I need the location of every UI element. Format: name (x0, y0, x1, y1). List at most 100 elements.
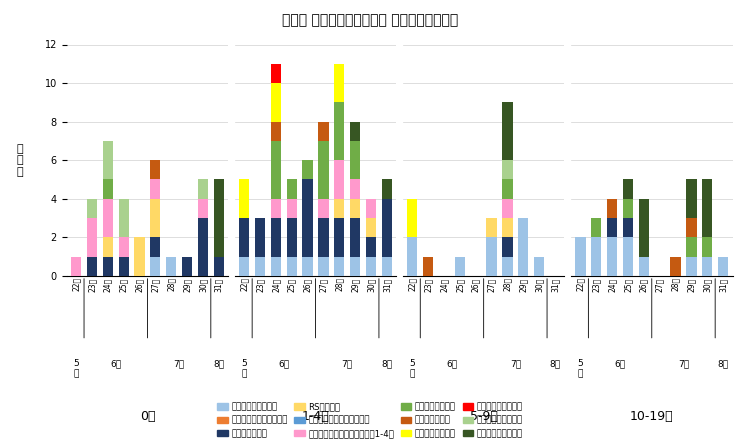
Bar (286, 199, 297, 218)
Bar (150, 237, 161, 257)
Bar (87, 199, 97, 218)
Bar (350, 199, 360, 218)
Bar (502, 257, 513, 276)
Bar (702, 257, 713, 276)
Bar (318, 218, 329, 257)
Bar (214, 179, 224, 257)
Y-axis label: 検
出
数: 検 出 数 (16, 144, 23, 177)
Bar (166, 257, 176, 276)
Bar (350, 257, 360, 276)
Bar (639, 199, 649, 257)
Bar (502, 160, 513, 179)
Bar (575, 237, 585, 276)
Bar (103, 199, 113, 237)
Bar (334, 257, 344, 276)
Bar (455, 257, 465, 276)
Bar (702, 179, 713, 237)
Bar (639, 257, 649, 276)
Bar (303, 257, 313, 276)
Bar (198, 179, 208, 199)
Bar (103, 257, 113, 276)
Bar (271, 83, 281, 121)
Bar (334, 199, 344, 218)
Text: 6月: 6月 (614, 359, 625, 368)
Bar (502, 102, 513, 160)
Bar (686, 218, 696, 237)
Bar (150, 179, 161, 199)
Text: 7月: 7月 (678, 359, 689, 368)
Bar (350, 121, 360, 141)
Bar (334, 160, 344, 199)
Bar (271, 199, 281, 218)
Bar (366, 257, 376, 276)
Bar (118, 257, 129, 276)
Bar (255, 257, 265, 276)
Bar (486, 218, 497, 237)
Bar (623, 237, 633, 276)
Bar (271, 64, 281, 83)
Bar (686, 179, 696, 218)
Text: 6月: 6月 (110, 359, 121, 368)
Bar (103, 237, 113, 257)
Bar (486, 237, 497, 276)
Bar (271, 141, 281, 199)
Bar (623, 218, 633, 237)
Bar (407, 199, 417, 237)
Text: 5
月: 5 月 (409, 359, 415, 379)
Text: 0歳: 0歳 (140, 410, 155, 423)
Bar (334, 64, 344, 102)
Text: 年齢別 病原体検出数の推移 （不検出を除く）: 年齢別 病原体検出数の推移 （不検出を除く） (282, 13, 458, 27)
Bar (686, 237, 696, 257)
Text: 6月: 6月 (278, 359, 289, 368)
Text: 5
月: 5 月 (578, 359, 583, 379)
Text: 5-9歳: 5-9歳 (470, 410, 497, 423)
Text: 5
月: 5 月 (241, 359, 247, 379)
Bar (623, 179, 633, 199)
Bar (350, 179, 360, 199)
Bar (423, 257, 434, 276)
Bar (686, 257, 696, 276)
Bar (103, 179, 113, 199)
Bar (670, 257, 681, 276)
Text: 7月: 7月 (342, 359, 353, 368)
Bar (239, 179, 249, 218)
Bar (182, 257, 192, 276)
Bar (303, 160, 313, 179)
Bar (271, 218, 281, 257)
Bar (150, 199, 161, 237)
Bar (534, 257, 545, 276)
Bar (502, 199, 513, 218)
Text: 5
月: 5 月 (73, 359, 79, 379)
Bar (382, 257, 392, 276)
Bar (118, 199, 129, 237)
Bar (382, 179, 392, 199)
Bar (214, 257, 224, 276)
Text: 8月: 8月 (381, 359, 392, 368)
Bar (350, 141, 360, 179)
Bar (286, 179, 297, 199)
Bar (607, 199, 617, 218)
Bar (502, 179, 513, 199)
Bar (502, 237, 513, 257)
Bar (118, 237, 129, 257)
Bar (334, 102, 344, 160)
Bar (382, 199, 392, 257)
Text: 6月: 6月 (446, 359, 457, 368)
Bar (366, 218, 376, 237)
Bar (366, 237, 376, 257)
Bar (366, 199, 376, 218)
Bar (318, 199, 329, 218)
Bar (286, 218, 297, 257)
Bar (318, 141, 329, 199)
Bar (518, 218, 528, 276)
Text: 1-4歳: 1-4歳 (302, 410, 329, 423)
Text: 10-19歳: 10-19歳 (630, 410, 673, 423)
Bar (255, 218, 265, 257)
Bar (135, 237, 144, 276)
Bar (198, 199, 208, 218)
Bar (407, 237, 417, 276)
Bar (591, 218, 602, 237)
Bar (607, 218, 617, 237)
Bar (239, 257, 249, 276)
Bar (271, 121, 281, 141)
